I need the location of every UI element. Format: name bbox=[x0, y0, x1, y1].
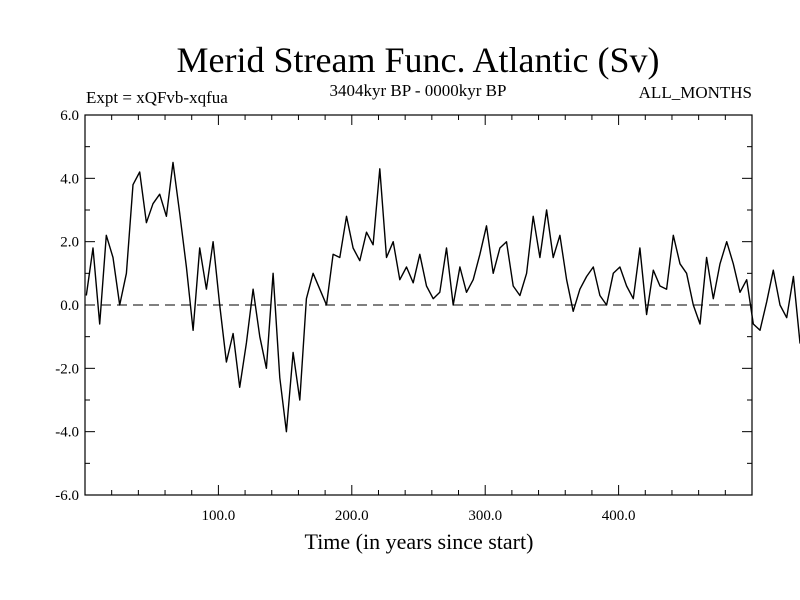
x-tick-label: 100.0 bbox=[202, 508, 236, 524]
series-line bbox=[85, 161, 800, 433]
chart-subtitle: 3404kyr BP - 0000kyr BP bbox=[330, 81, 507, 100]
y-tick-label: 4.0 bbox=[60, 171, 79, 187]
chart-title: Merid Stream Func. Atlantic (Sv) bbox=[177, 40, 660, 80]
y-tick-label: 0.0 bbox=[60, 298, 79, 314]
months-label: ALL_MONTHS bbox=[639, 83, 752, 102]
y-tick-label: 6.0 bbox=[60, 108, 79, 124]
axis-ticks bbox=[85, 114, 752, 496]
x-tick-label: 400.0 bbox=[602, 508, 636, 524]
experiment-label: Expt = xQFvb-xqfua bbox=[86, 88, 228, 107]
y-tick-label: -6.0 bbox=[55, 488, 79, 504]
x-tick-label: 300.0 bbox=[468, 508, 502, 524]
x-tick-label: 200.0 bbox=[335, 508, 369, 524]
y-tick-label: -2.0 bbox=[55, 361, 79, 377]
y-tick-label: 2.0 bbox=[60, 235, 79, 251]
x-axis-label: Time (in years since start) bbox=[305, 529, 534, 554]
axis-tick-labels: -6.0 -4.0 -2.0 0.0 2.0 4.0 6.0 100.0 200.0 300.0 4… bbox=[55, 108, 635, 524]
y-tick-label: -4.0 bbox=[55, 425, 79, 441]
